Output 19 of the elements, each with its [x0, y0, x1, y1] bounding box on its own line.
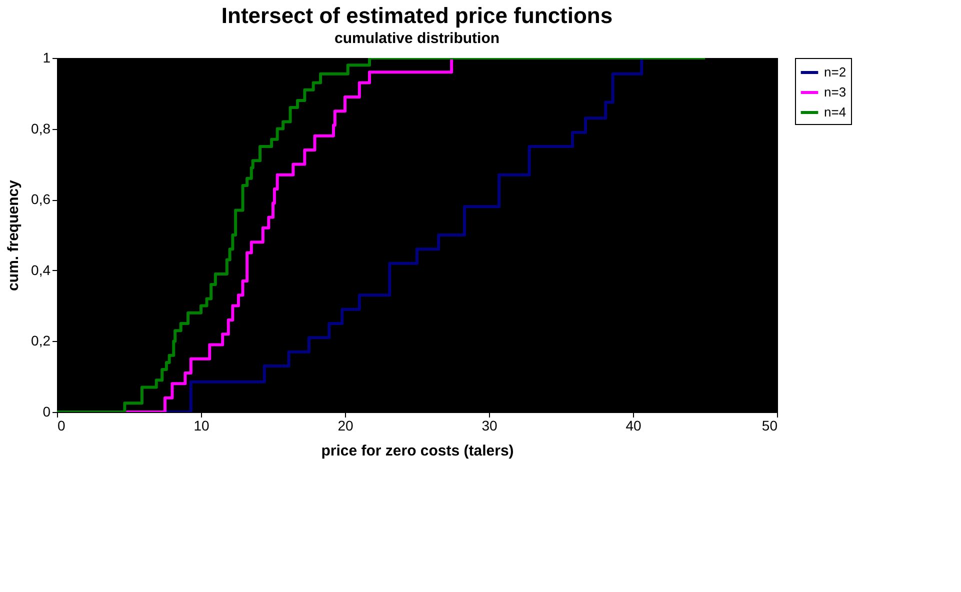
y-tick-label: 1: [42, 50, 51, 66]
x-tick-label: 50: [762, 418, 778, 434]
legend-label: n=3: [824, 84, 846, 100]
x-tick-label: 20: [338, 418, 354, 434]
x-tick-label: 30: [482, 418, 498, 434]
y-axis-title: cum. frequency: [5, 179, 22, 291]
x-tick-label: 10: [194, 418, 210, 434]
legend-label: n=2: [824, 64, 846, 80]
x-tick-label: 0: [58, 418, 66, 434]
chart-title: Intersect of estimated price functions: [221, 3, 613, 28]
x-tick-label: 40: [626, 418, 642, 434]
y-tick-label: 0: [42, 404, 51, 420]
chart-subtitle: cumulative distribution: [334, 30, 500, 47]
legend-label: n=4: [824, 104, 846, 120]
x-axis-title: price for zero costs (talers): [321, 442, 514, 460]
y-tick-label: 0,2: [31, 332, 51, 349]
y-tick-label: 0,4: [31, 262, 51, 278]
y-tick-label: 0,6: [31, 191, 51, 208]
y-tick-label: 0,8: [31, 120, 51, 136]
